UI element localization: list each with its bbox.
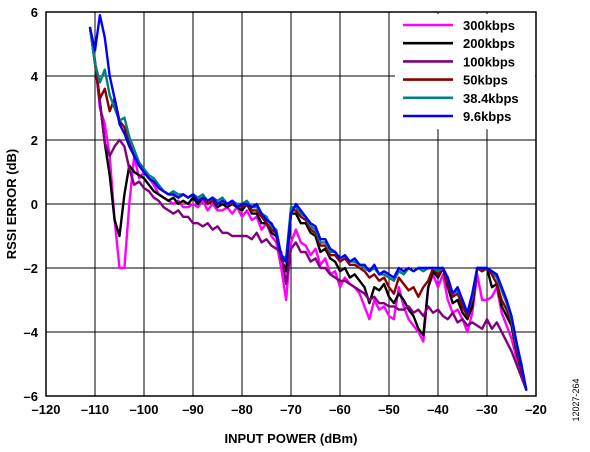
x-tick-labels: –120 –110 –100 –90 –80 –70 –60 –50 –40 –30 –20 [32,402,547,417]
x-tick-label: –110 [81,402,109,417]
series-lines [88,13,528,391]
figure-id: 12027-264 [571,378,581,421]
plot-frame [45,11,537,397]
x-tick-label: –100 [130,402,159,417]
legend-label: 38.4kbps [463,91,519,106]
legend-label: 9.6kbps [463,109,511,124]
x-tick-label: –40 [427,402,449,417]
y-tick-label: 2 [31,133,38,148]
x-tick-label: –20 [525,402,547,417]
x-tick-label: –120 [32,402,61,417]
series-line-100kbps [88,26,528,391]
y-tick-label: 6 [31,5,38,20]
legend-label: 50kbps [463,73,508,88]
x-tick-label: –60 [329,402,351,417]
x-tick-label: –90 [182,402,204,417]
y-tick-label: 4 [31,69,39,84]
y-axis-title: RSSI ERROR (dB) [4,149,19,260]
legend-background [395,14,535,130]
series-line-9.6kbps [88,13,528,391]
x-tick-label: –50 [378,402,400,417]
x-tick-label: –70 [280,402,302,417]
y-tick-label: –6 [24,389,38,404]
legend-label: 300kbps [463,18,515,33]
x-axis-title: INPUT POWER (dBm) [225,431,358,446]
series-line-200kbps [88,26,528,391]
legend-label: 100kbps [463,54,515,69]
x-tick-label: –30 [476,402,498,417]
y-tick-label: –4 [24,325,39,340]
x-tick-label: –80 [231,402,253,417]
legend-label: 200kbps [463,36,515,51]
y-tick-label: 0 [31,197,38,212]
y-tick-labels: –6 –4 –2 0 2 4 6 [24,5,39,404]
legend: 300kbps 200kbps 100kbps 50kbps 38.4kbps 9.6kb… [395,14,535,130]
y-tick-label: –2 [24,261,38,276]
